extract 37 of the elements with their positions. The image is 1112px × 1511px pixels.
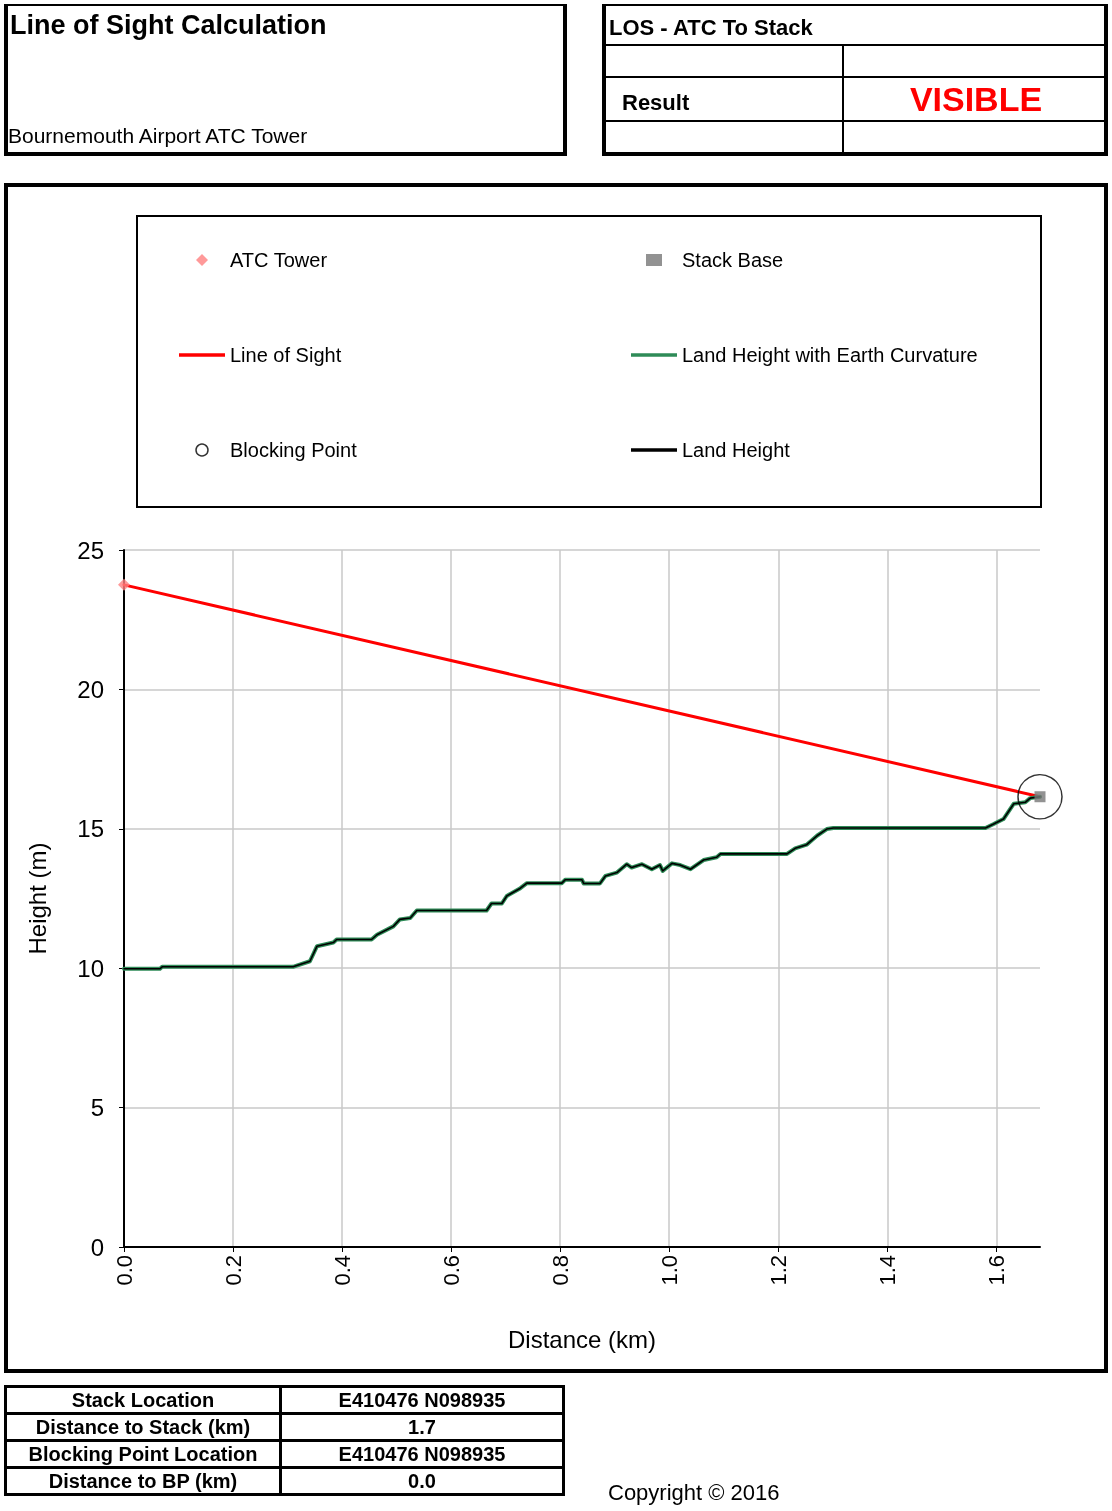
- text: LOS - ATC To Stack: [609, 15, 813, 41]
- text: E410476 N098935: [280, 1440, 564, 1468]
- legend-label: Stack Base: [682, 249, 784, 271]
- x-tick-label: 1.6: [983, 1255, 1009, 1286]
- text: Copyright © 2016: [608, 1480, 780, 1506]
- text: Result: [622, 90, 690, 116]
- legend-label: Blocking Point: [230, 439, 358, 461]
- text: 1.7: [280, 1413, 564, 1441]
- text: Blocking Point Location: [5, 1440, 281, 1468]
- x-tick-label: 0.6: [438, 1255, 464, 1286]
- legend-label: ATC Tower: [230, 249, 328, 271]
- legend-label: Land Height with Earth Curvature: [682, 344, 978, 366]
- x-tick-label: 0.4: [329, 1255, 355, 1286]
- y-tick-label: 10: [77, 954, 104, 982]
- legend-label: Land Height: [682, 439, 791, 461]
- x-tick-label: 0.8: [547, 1255, 573, 1286]
- y-tick-label: 0: [90, 1233, 104, 1261]
- text: Distance to Stack (km): [5, 1413, 281, 1441]
- y-axis-title: Height (m): [23, 842, 51, 955]
- x-tick-label: 0.2: [220, 1255, 246, 1286]
- text: E410476 N098935: [280, 1386, 564, 1414]
- x-tick-label: 0.0: [111, 1255, 137, 1286]
- text: Distance to BP (km): [5, 1467, 281, 1495]
- y-tick-label: 20: [77, 675, 104, 703]
- y-tick-label: 25: [77, 536, 104, 564]
- text: Stack Location: [5, 1386, 281, 1414]
- x-tick-label: 1.2: [765, 1255, 791, 1286]
- y-tick-label: 5: [90, 1094, 104, 1122]
- legend-label: Line of Sight: [230, 344, 342, 366]
- chart-title: Line of Sight Calculation: [10, 10, 327, 41]
- chart-subtitle: Bournemouth Airport ATC Tower: [8, 124, 308, 148]
- text: VISIBLE: [908, 80, 1044, 119]
- x-axis-title: Distance (km): [507, 1325, 657, 1353]
- y-tick-label: 15: [77, 815, 104, 843]
- x-tick-label: 1.0: [656, 1255, 682, 1286]
- x-tick-label: 1.4: [874, 1255, 900, 1286]
- text: 0.0: [280, 1467, 564, 1495]
